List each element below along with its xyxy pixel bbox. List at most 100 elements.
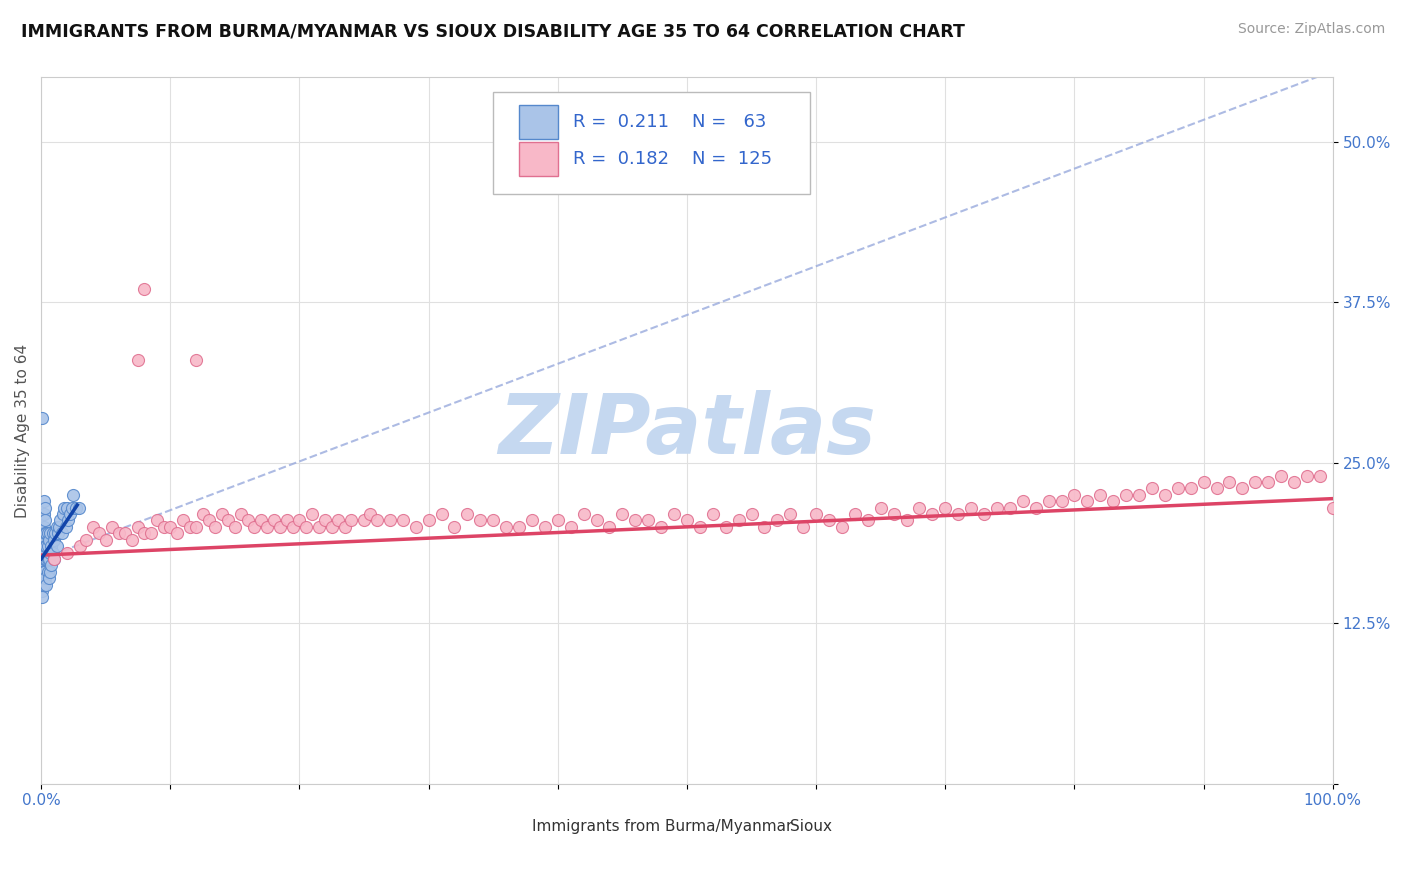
Point bbox=[727, 513, 749, 527]
Point bbox=[39, 526, 62, 541]
Point bbox=[869, 500, 891, 515]
Point bbox=[45, 539, 67, 553]
Point bbox=[153, 520, 176, 534]
Point bbox=[288, 513, 311, 527]
Point bbox=[31, 584, 53, 599]
Point bbox=[986, 500, 1008, 515]
Point bbox=[637, 513, 659, 527]
Point bbox=[276, 513, 298, 527]
Point bbox=[67, 500, 90, 515]
Point bbox=[572, 507, 595, 521]
Point bbox=[804, 507, 827, 521]
Point bbox=[650, 520, 672, 534]
Point bbox=[1205, 481, 1227, 495]
Point bbox=[495, 520, 517, 534]
Point bbox=[1153, 488, 1175, 502]
Point bbox=[34, 539, 56, 553]
Point bbox=[308, 520, 330, 534]
Point bbox=[243, 520, 266, 534]
Point bbox=[1102, 494, 1125, 508]
Point bbox=[65, 500, 87, 515]
Point bbox=[38, 533, 60, 547]
Point bbox=[31, 539, 53, 553]
Point bbox=[792, 520, 814, 534]
Point bbox=[41, 558, 63, 573]
Point bbox=[676, 513, 699, 527]
Point bbox=[1076, 494, 1098, 508]
Point bbox=[1244, 475, 1267, 489]
Point bbox=[31, 591, 53, 605]
Point bbox=[42, 533, 65, 547]
FancyBboxPatch shape bbox=[486, 814, 523, 838]
Point bbox=[249, 513, 271, 527]
Point bbox=[204, 520, 226, 534]
Point bbox=[184, 353, 207, 368]
Point bbox=[508, 520, 530, 534]
Point bbox=[52, 507, 75, 521]
Point bbox=[831, 520, 853, 534]
Point bbox=[1167, 481, 1189, 495]
Point bbox=[998, 500, 1021, 515]
Point bbox=[166, 526, 188, 541]
Point bbox=[534, 520, 557, 534]
Point bbox=[1090, 488, 1112, 502]
Point bbox=[42, 552, 65, 566]
Point bbox=[1025, 500, 1047, 515]
Point bbox=[38, 571, 60, 585]
Point bbox=[921, 507, 943, 521]
Point bbox=[333, 520, 356, 534]
Point bbox=[107, 526, 129, 541]
Point bbox=[56, 545, 79, 559]
Point bbox=[948, 507, 970, 521]
Point bbox=[35, 552, 58, 566]
Point bbox=[211, 507, 233, 521]
Point bbox=[32, 577, 55, 591]
Point bbox=[179, 520, 201, 534]
Point bbox=[662, 507, 685, 521]
Point bbox=[1232, 481, 1254, 495]
Text: ZIPatlas: ZIPatlas bbox=[498, 390, 876, 471]
Point bbox=[217, 513, 239, 527]
Point bbox=[256, 520, 278, 534]
Point bbox=[470, 513, 492, 527]
Point bbox=[31, 526, 53, 541]
Point bbox=[960, 500, 983, 515]
Point bbox=[31, 558, 53, 573]
Point bbox=[321, 520, 343, 534]
Point bbox=[314, 513, 336, 527]
Point bbox=[224, 520, 246, 534]
Point bbox=[184, 520, 207, 534]
Point bbox=[94, 533, 117, 547]
Point bbox=[1180, 481, 1202, 495]
Point bbox=[34, 552, 56, 566]
Point bbox=[60, 500, 83, 515]
Point bbox=[844, 507, 866, 521]
Point bbox=[49, 513, 72, 527]
Point bbox=[741, 507, 763, 521]
Point bbox=[754, 520, 776, 534]
Point bbox=[856, 513, 879, 527]
Point bbox=[139, 526, 162, 541]
Point bbox=[231, 507, 253, 521]
Point bbox=[146, 513, 169, 527]
Point bbox=[1309, 468, 1331, 483]
Point bbox=[1115, 488, 1137, 502]
Point bbox=[191, 507, 214, 521]
Point bbox=[1038, 494, 1060, 508]
Point bbox=[127, 353, 149, 368]
Point bbox=[31, 410, 53, 425]
Point bbox=[295, 520, 318, 534]
Point bbox=[883, 507, 905, 521]
Point bbox=[42, 552, 65, 566]
Point bbox=[1296, 468, 1319, 483]
Point bbox=[41, 539, 63, 553]
Point bbox=[378, 513, 401, 527]
Point bbox=[56, 500, 79, 515]
Point bbox=[37, 565, 59, 579]
Point bbox=[263, 513, 285, 527]
Point bbox=[39, 545, 62, 559]
Text: Sioux: Sioux bbox=[790, 819, 832, 833]
Point bbox=[32, 552, 55, 566]
Point bbox=[127, 520, 149, 534]
Point bbox=[32, 494, 55, 508]
